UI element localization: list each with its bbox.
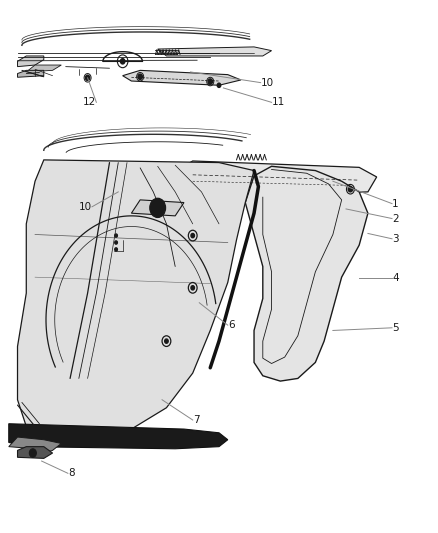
Text: 4: 4 (392, 273, 399, 283)
Polygon shape (9, 424, 228, 449)
Text: 1: 1 (392, 199, 399, 208)
Circle shape (191, 233, 194, 238)
Circle shape (120, 59, 125, 64)
Polygon shape (18, 160, 254, 440)
Polygon shape (245, 166, 368, 381)
Polygon shape (18, 70, 44, 77)
Circle shape (115, 248, 117, 251)
Circle shape (115, 241, 117, 244)
Circle shape (208, 79, 212, 84)
Text: 7: 7 (193, 415, 199, 425)
Text: 10: 10 (79, 202, 92, 212)
Polygon shape (123, 70, 241, 85)
Text: 5: 5 (392, 323, 399, 333)
Text: 11: 11 (272, 98, 285, 107)
Text: 2: 2 (392, 214, 399, 223)
Polygon shape (26, 65, 61, 72)
Circle shape (191, 286, 194, 290)
Polygon shape (18, 56, 44, 67)
Polygon shape (131, 200, 184, 216)
Circle shape (138, 74, 142, 79)
Polygon shape (166, 161, 377, 193)
Polygon shape (9, 437, 61, 453)
Polygon shape (158, 47, 272, 56)
Circle shape (165, 339, 168, 343)
Circle shape (29, 449, 36, 457)
Text: 10: 10 (261, 78, 274, 87)
Polygon shape (18, 447, 53, 458)
Circle shape (115, 234, 117, 237)
Text: 6: 6 (228, 320, 234, 330)
Text: 8: 8 (68, 469, 74, 478)
Text: 12: 12 (83, 98, 96, 107)
Circle shape (217, 83, 221, 87)
Text: 3: 3 (392, 234, 399, 244)
Circle shape (348, 187, 353, 192)
Circle shape (85, 75, 90, 80)
Circle shape (150, 198, 166, 217)
